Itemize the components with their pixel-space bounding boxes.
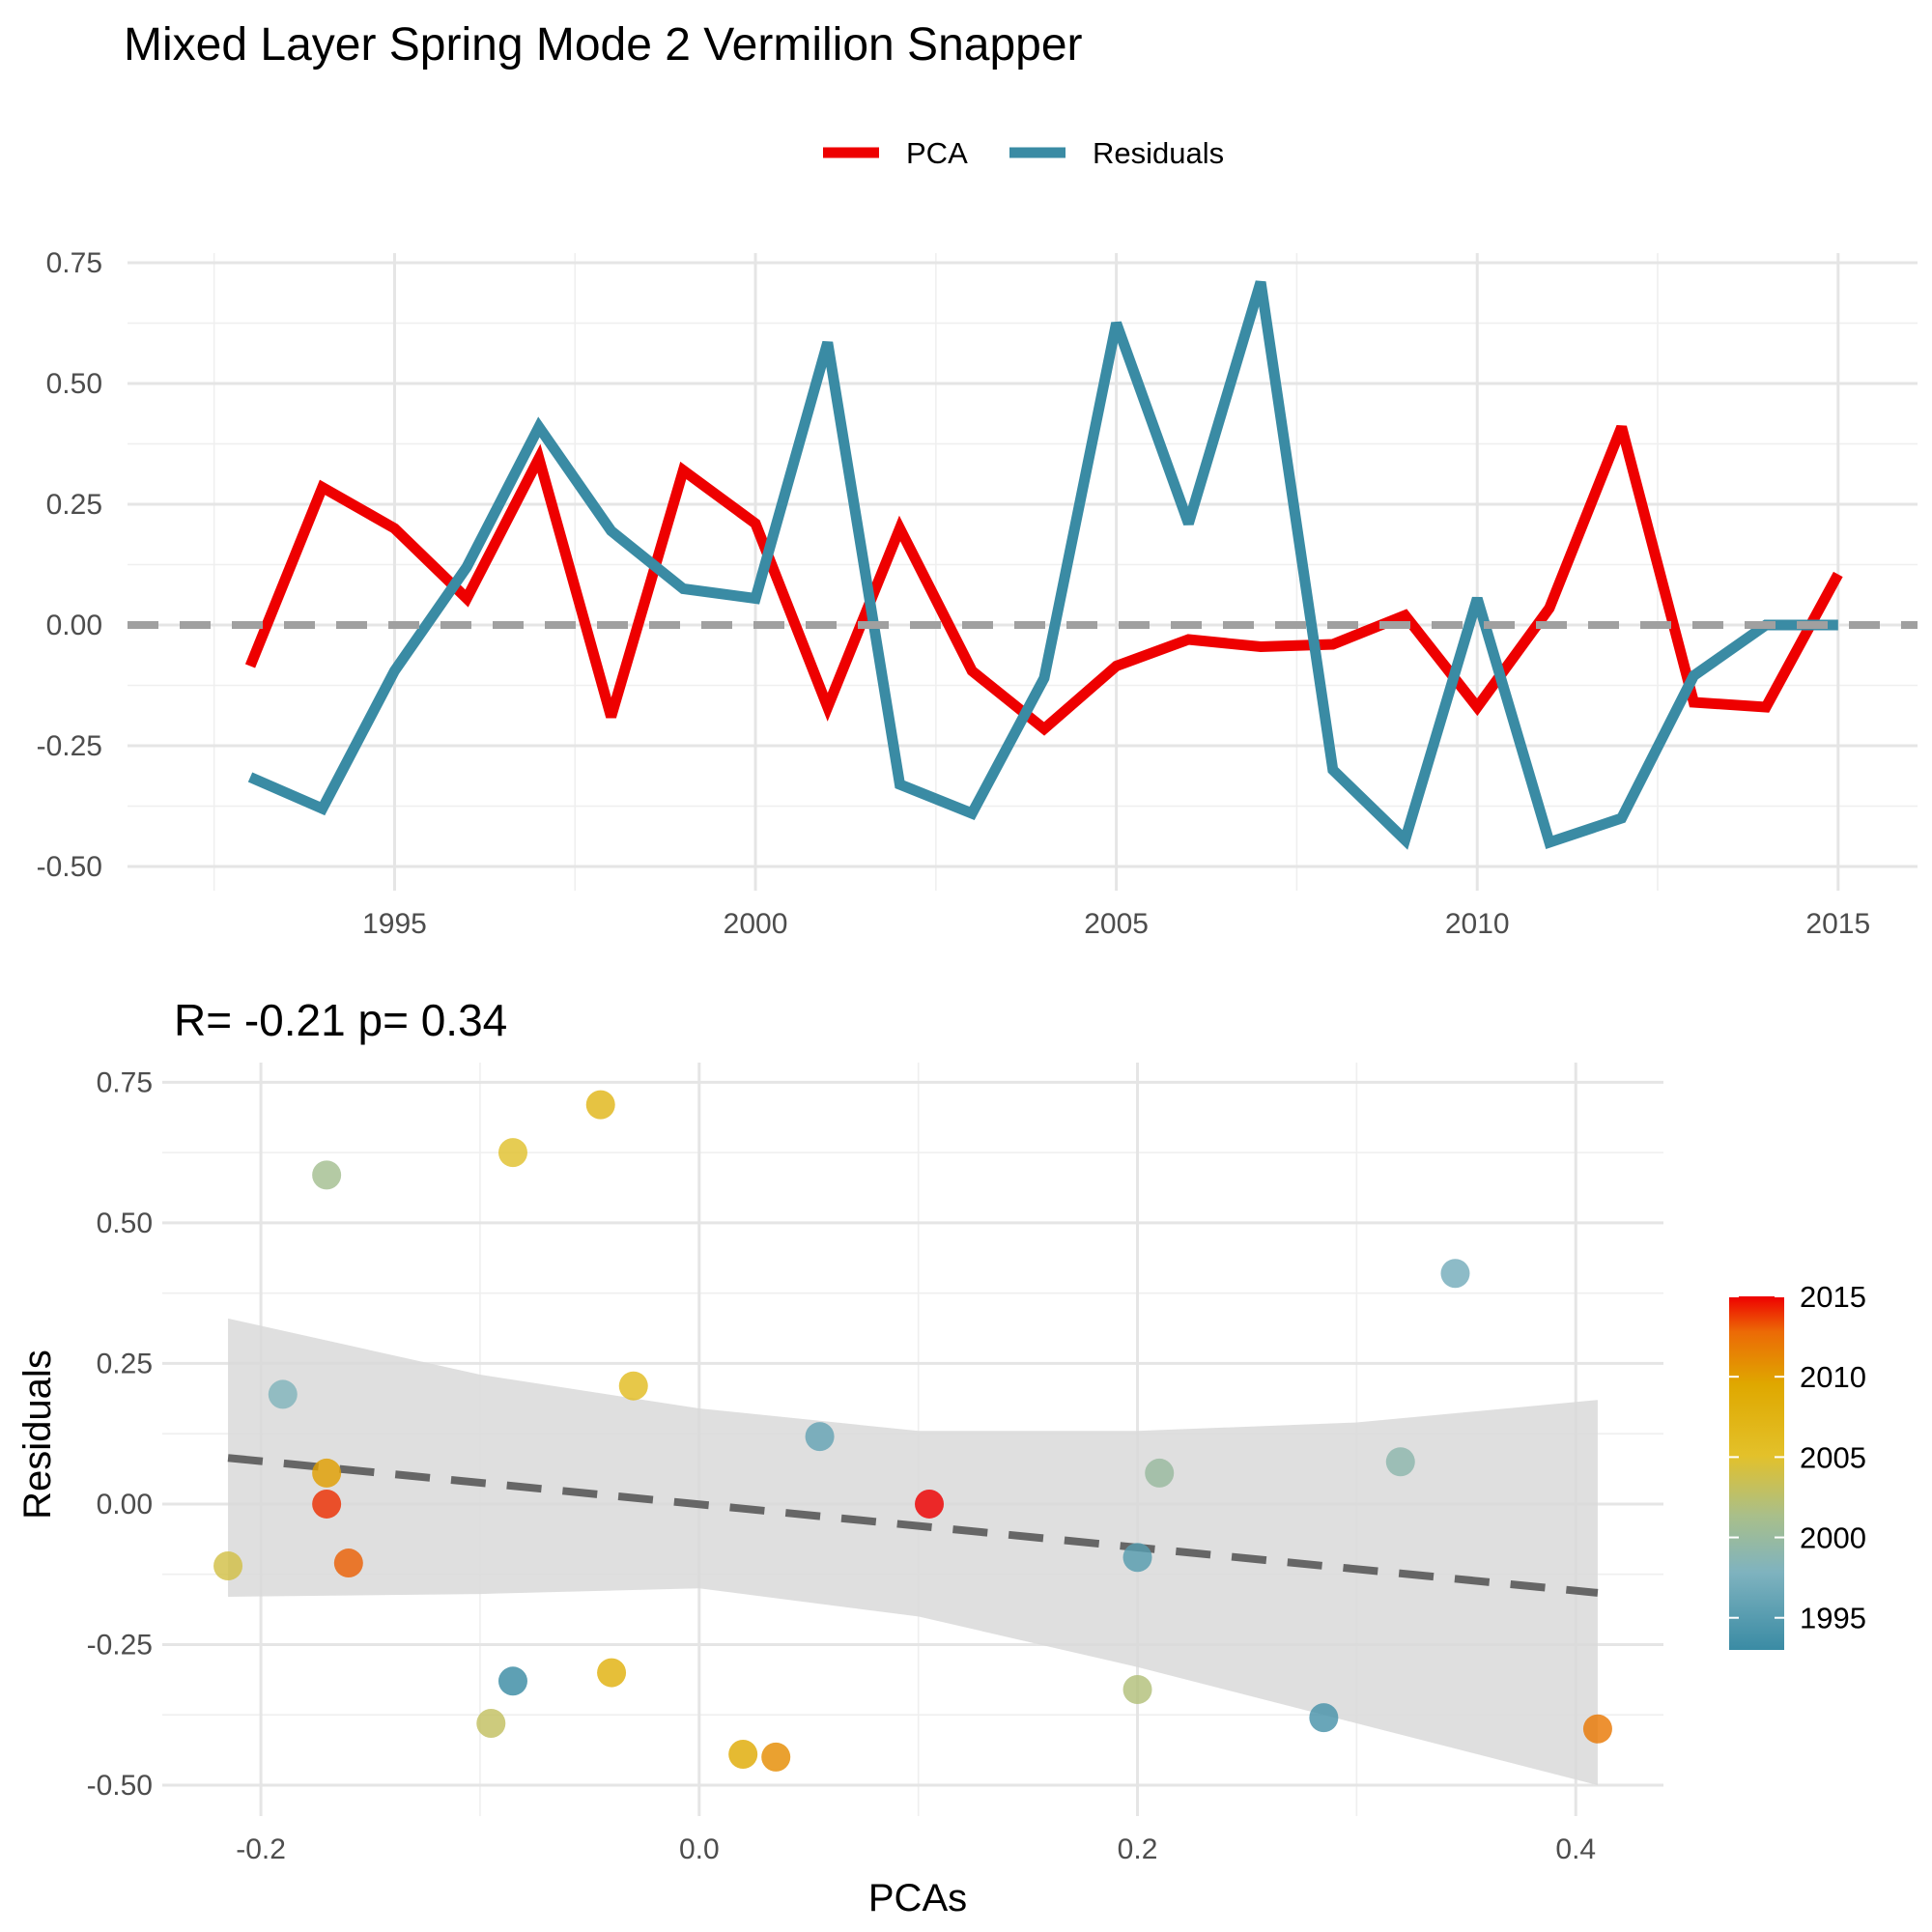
- scatter-point: [312, 1458, 342, 1488]
- scatter-point: [476, 1708, 506, 1738]
- scatter-x-axis-title: PCAs: [868, 1877, 967, 1919]
- legend: PCA Residuals: [823, 136, 1224, 170]
- scatter-point: [597, 1658, 627, 1688]
- color-scale-tick-label: 2015: [1800, 1280, 1866, 1314]
- color-scale-legend: 1995 2000 2005 2010 2015: [1729, 1280, 1866, 1650]
- scatter-point: [1582, 1714, 1612, 1744]
- pca-series-line: [244, 424, 1843, 736]
- scatter-panel: -0.50 -0.25 0.00 0.25 0.50 0.75 -0.2 0.0 0.2 0.4: [87, 1063, 1663, 1865]
- scatter-point: [761, 1742, 791, 1772]
- y-tick-label: 0.50: [46, 368, 102, 400]
- scatter-point: [312, 1489, 342, 1519]
- scatter-point: [497, 1138, 527, 1168]
- y-tick-label: 0.50: [97, 1208, 153, 1239]
- scatter-tick-labels: -0.50 -0.25 0.00 0.25 0.50 0.75 -0.2 0.0 0.2 0.4: [87, 1066, 1597, 1865]
- x-tick-label: 0.4: [1555, 1833, 1596, 1865]
- color-scale-bar: [1729, 1296, 1784, 1650]
- color-scale-tick-label: 1995: [1800, 1602, 1866, 1635]
- x-tick-label: 2015: [1805, 908, 1870, 940]
- scatter-point: [1385, 1447, 1415, 1477]
- y-tick-label: 0.75: [97, 1066, 153, 1098]
- fit-line-group: [227, 1454, 1599, 1597]
- x-tick-label: 2000: [724, 908, 788, 940]
- y-tick-label: 0.25: [97, 1348, 153, 1379]
- y-tick-label: 0.00: [97, 1489, 153, 1520]
- scatter-subtitle: R= -0.21 p= 0.34: [174, 995, 507, 1045]
- scatter-point: [585, 1090, 615, 1120]
- scatter-points: [213, 1090, 1612, 1772]
- scatter-point: [213, 1550, 243, 1580]
- y-tick-label: -0.50: [87, 1770, 153, 1802]
- scatter-point: [1122, 1543, 1152, 1573]
- scatter-point: [333, 1548, 363, 1578]
- y-tick-label: 0.00: [46, 610, 102, 641]
- scatter-point: [728, 1739, 758, 1769]
- color-scale-tick-label: 2010: [1800, 1360, 1866, 1394]
- scatter-point: [268, 1379, 298, 1409]
- x-tick-label: 0.2: [1118, 1833, 1158, 1865]
- time-series-lines: [128, 280, 1918, 850]
- scatter-y-axis-title: Residuals: [16, 1350, 59, 1520]
- y-tick-label: -0.25: [87, 1629, 153, 1661]
- color-scale-ticks: 1995 2000 2005 2010 2015: [1729, 1280, 1866, 1635]
- x-tick-label: 0.0: [679, 1833, 720, 1865]
- scatter-point: [915, 1489, 945, 1519]
- scatter-point: [805, 1422, 835, 1452]
- scatter-point: [1145, 1458, 1175, 1488]
- scatter-point: [1122, 1675, 1152, 1705]
- confidence-ribbon-group: [228, 1318, 1598, 1785]
- y-tick-label: 0.75: [46, 247, 102, 279]
- residuals-series-line: [247, 280, 1838, 850]
- color-scale-tick-label: 2000: [1800, 1521, 1866, 1555]
- scatter-point: [497, 1666, 527, 1696]
- confidence-ribbon: [228, 1318, 1598, 1785]
- scatter-point: [1440, 1259, 1470, 1289]
- y-tick-label: -0.50: [37, 851, 102, 883]
- legend-residuals-label: Residuals: [1093, 136, 1224, 170]
- x-tick-label: 1995: [362, 908, 427, 940]
- legend-pca-label: PCA: [906, 136, 968, 170]
- x-tick-label: -0.2: [236, 1833, 286, 1865]
- scatter-point: [618, 1371, 648, 1401]
- time-series-panel: -0.50 -0.25 0.00 0.25 0.50 0.75 1995 2000 2005 20…: [37, 247, 1918, 940]
- x-tick-label: 2010: [1445, 908, 1510, 940]
- time-series-tick-labels: -0.50 -0.25 0.00 0.25 0.50 0.75 1995 2000 2005 20…: [37, 247, 1871, 940]
- color-scale-tick-label: 2005: [1800, 1440, 1866, 1474]
- y-tick-label: -0.25: [37, 730, 102, 762]
- scatter-point: [1309, 1703, 1339, 1733]
- scatter-point: [312, 1160, 342, 1190]
- y-tick-label: 0.25: [46, 489, 102, 521]
- chart-title: Mixed Layer Spring Mode 2 Vermilion Snap…: [124, 19, 1083, 71]
- regression-fit-line: [227, 1454, 1599, 1597]
- x-tick-label: 2005: [1084, 908, 1149, 940]
